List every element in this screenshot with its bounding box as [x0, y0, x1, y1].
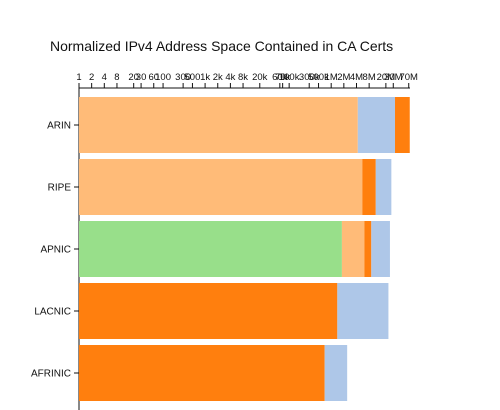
bar-segment-afrinic-0	[79, 345, 325, 401]
bar-segment-afrinic-1	[324, 345, 348, 401]
x-tick-label: 2k	[213, 72, 223, 83]
x-tick-label: 20k	[252, 72, 268, 83]
category-label: ARIN	[47, 121, 71, 132]
x-tick-label: 4k	[225, 72, 235, 83]
x-tick-label: 60k	[272, 72, 288, 83]
x-tick-label: 500k	[308, 72, 329, 83]
bar-segment-lacnic-1	[337, 283, 389, 339]
bar-segment-arin-0	[79, 97, 358, 153]
x-tick-label: 1M	[325, 72, 338, 83]
x-tick-label: 8M	[363, 72, 376, 83]
bar-segment-apnic-3	[371, 221, 390, 277]
y-axis: ARIN RIPE APNIC LACNIC AFRINIC	[31, 88, 80, 410]
x-tick-label: 70M	[399, 72, 418, 83]
x-tick-label: 4M	[350, 72, 363, 83]
chart-title: Normalized IPv4 Address Space Contained …	[50, 38, 393, 54]
x-tick-label: 100	[155, 72, 171, 83]
x-tick-label: 1	[76, 72, 81, 83]
x-tick-label: 30	[136, 72, 147, 83]
bar-segment-apnic-2	[364, 221, 372, 277]
x-tick-label: 8k	[238, 72, 248, 83]
category-label: LACNIC	[34, 307, 71, 318]
bar-segment-lacnic-0	[79, 283, 338, 339]
x-tick-label: 30M	[384, 72, 403, 83]
category-label: RIPE	[48, 183, 72, 194]
bars	[79, 97, 410, 401]
x-tick-label: 70k	[275, 72, 291, 83]
bar-segment-ripe-1	[362, 159, 376, 215]
x-tick-label: 20M	[377, 72, 396, 83]
x-tick-label: 60	[148, 72, 159, 83]
bar-segment-apnic-1	[341, 221, 365, 277]
x-tick-label: 2	[89, 72, 94, 83]
category-label: AFRINIC	[31, 369, 71, 380]
bar-segment-arin-2	[395, 97, 410, 153]
bar-segment-ripe-0	[79, 159, 363, 215]
x-tick-label: 8	[114, 72, 119, 83]
x-tick-label: 300	[175, 72, 191, 83]
bar-segment-arin-1	[357, 97, 396, 153]
category-label: APNIC	[40, 245, 71, 256]
x-tick-label: 100k	[279, 72, 300, 83]
x-tick-label: 500	[185, 72, 201, 83]
x-tick-label: 1k	[200, 72, 210, 83]
x-tick-label: 300k	[299, 72, 320, 83]
x-tick-label: 4	[102, 72, 107, 83]
x-tick-label: 2M	[337, 72, 350, 83]
bar-segment-apnic-0	[79, 221, 342, 277]
x-tick-label: 20	[128, 72, 139, 83]
bar-segment-ripe-2	[375, 159, 392, 215]
